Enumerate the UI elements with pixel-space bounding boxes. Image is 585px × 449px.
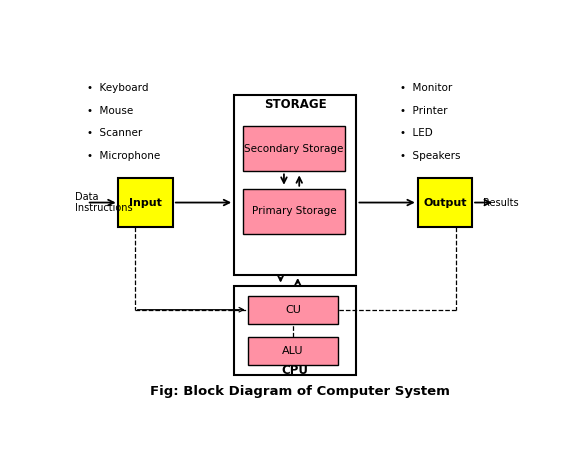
Bar bbox=[247, 337, 338, 365]
Text: •  LED: • LED bbox=[400, 128, 432, 138]
Text: Instructions: Instructions bbox=[75, 203, 133, 213]
Bar bbox=[243, 189, 345, 233]
Bar bbox=[243, 127, 345, 172]
Text: ALU: ALU bbox=[282, 346, 304, 356]
Text: Input: Input bbox=[129, 198, 162, 207]
Bar bbox=[247, 296, 338, 324]
Text: •  Microphone: • Microphone bbox=[87, 151, 160, 161]
Bar bbox=[118, 178, 173, 227]
Bar bbox=[234, 95, 356, 275]
Bar bbox=[234, 286, 356, 375]
Text: Fig: Block Diagram of Computer System: Fig: Block Diagram of Computer System bbox=[150, 385, 450, 398]
Text: •  Mouse: • Mouse bbox=[87, 106, 133, 116]
Text: •  Scanner: • Scanner bbox=[87, 128, 142, 138]
Bar bbox=[418, 178, 472, 227]
Text: Results: Results bbox=[483, 198, 519, 207]
Text: Primary Storage: Primary Storage bbox=[252, 206, 336, 216]
Text: STORAGE: STORAGE bbox=[264, 97, 326, 110]
Text: •  Printer: • Printer bbox=[400, 106, 447, 116]
Text: Secondary Storage: Secondary Storage bbox=[245, 144, 344, 154]
Text: CPU: CPU bbox=[282, 364, 309, 377]
Text: Data: Data bbox=[75, 192, 99, 202]
Text: Output: Output bbox=[423, 198, 467, 207]
Text: •  Keyboard: • Keyboard bbox=[87, 84, 148, 93]
Text: CU: CU bbox=[285, 305, 301, 315]
Text: •  Monitor: • Monitor bbox=[400, 84, 452, 93]
Text: •  Speakers: • Speakers bbox=[400, 151, 460, 161]
